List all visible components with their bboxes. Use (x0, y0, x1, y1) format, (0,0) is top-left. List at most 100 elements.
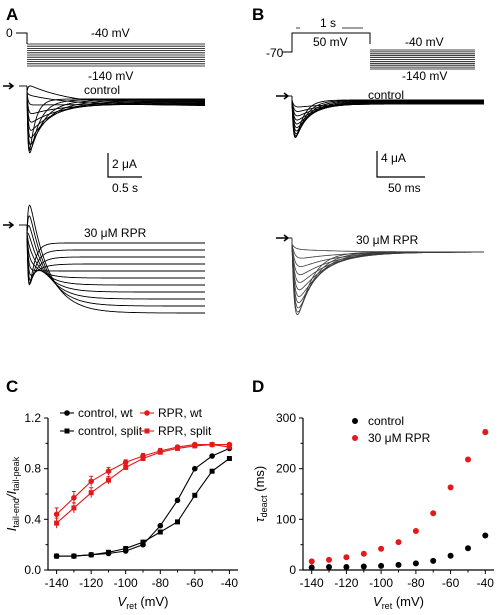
panel-b-drug-traces: 30 μM RPR (276, 233, 484, 316)
y-tick-label: 100 (276, 512, 296, 526)
data-point (378, 545, 385, 552)
legend-label: control (368, 414, 404, 428)
x-tick-label: -40 (221, 576, 239, 590)
trace-group-b-drug (282, 237, 484, 316)
data-point (226, 456, 232, 461)
panel-label-a: A (6, 5, 18, 24)
arrow-a-control-icon (3, 82, 15, 90)
data-point (343, 564, 350, 570)
trace-group-a-drug (19, 204, 205, 314)
data-point (140, 539, 146, 545)
data-point (482, 429, 489, 436)
y-tick-label: 1.2 (24, 411, 41, 425)
scale-bar-a: 2 μA 0.5 s (107, 153, 142, 195)
y-tick-label: 0.8 (24, 462, 41, 476)
traces-a-drug-label: 30 μM RPR (84, 226, 147, 240)
data-point (192, 492, 198, 498)
data-point (175, 519, 180, 525)
protocol-a-top-label: -40 mV (91, 26, 130, 40)
data-point (157, 522, 164, 529)
data-point (106, 549, 111, 555)
data-point (395, 561, 402, 568)
panel-a-drug-traces: 30 μM RPR (3, 204, 205, 314)
data-point (447, 552, 454, 559)
chart-d: -140 -120 -100 -80 -60 -40 0 100 200 300 Vret (mV)… (252, 411, 494, 611)
data-point (192, 443, 198, 449)
traces-b-control-label: control (368, 88, 404, 102)
data-point (157, 529, 163, 535)
data-point (54, 553, 60, 559)
data-point (412, 528, 419, 534)
y-axis-label: Itail-end/Itail-peak (4, 456, 21, 531)
current-trace (26, 225, 205, 281)
current-trace (291, 96, 484, 108)
traces-a-control-label: control (84, 83, 120, 97)
panel-label-b: B (252, 5, 264, 24)
x-tick-label: -80 (152, 576, 170, 590)
protocol-a-steps (16, 32, 205, 67)
x-axis-label: Vret (mV) (118, 594, 169, 611)
data-point (88, 490, 94, 496)
scale-b-time-label: 50 ms (388, 181, 421, 195)
protocol-b-prepulse-line (282, 32, 371, 53)
data-point (378, 562, 385, 569)
protocol-a-bottom-label: -140 mV (88, 69, 133, 83)
y-axis-label: τdeact (ms) (252, 466, 269, 523)
current-trace (26, 225, 205, 285)
current-trace (26, 225, 205, 279)
y-tick-label: 0.4 (24, 512, 41, 526)
data-point (326, 556, 332, 563)
data-point (430, 557, 437, 564)
data-point (71, 553, 77, 559)
data-point (360, 563, 367, 570)
scale-bar-a-lines (107, 153, 142, 178)
panel-b-protocol: -70 1 s 50 mV -40 mV -140 mV (266, 16, 475, 83)
data-point (88, 478, 94, 485)
data-point (123, 464, 129, 470)
panel-a-control-traces: control (3, 82, 205, 154)
panel-label-d: D (252, 377, 264, 396)
data-point (447, 484, 454, 491)
data-point (105, 468, 112, 475)
legend-label: control, split (78, 424, 143, 438)
protocol-b-hold-label: -70 (266, 46, 284, 60)
data-point (209, 453, 215, 459)
current-trace (291, 238, 484, 316)
data-point (308, 564, 315, 571)
traces-b-drug-label: 30 μM RPR (356, 233, 419, 247)
legend-marker (64, 410, 70, 416)
x-tick-label: -60 (186, 576, 204, 590)
current-trace (26, 86, 205, 154)
x-tick-label: -120 (79, 576, 103, 590)
scale-a-current-label: 2 μA (112, 157, 137, 171)
x-tick-label: -140 (300, 576, 324, 590)
data-point (88, 552, 94, 558)
legend-marker (352, 435, 358, 441)
legend-label: 30 μM RPR (368, 431, 431, 445)
current-trace (26, 225, 205, 286)
data-point (157, 449, 163, 455)
current-trace (26, 204, 205, 314)
current-trace (26, 225, 205, 272)
current-trace (26, 225, 205, 286)
x-tick-label: -120 (334, 576, 358, 590)
data-point (122, 459, 129, 466)
data-point (209, 468, 215, 474)
legend-label: RPR, wt (158, 406, 203, 420)
scale-a-time-label: 0.5 s (112, 181, 138, 195)
panel-b-control-traces: control (276, 88, 484, 138)
data-point (326, 564, 332, 570)
data-point (123, 546, 129, 551)
trace-group-b-control (282, 95, 484, 138)
protocol-b-bottom-label: -140 mV (402, 69, 447, 83)
y-tick-label: 0.0 (24, 563, 41, 577)
arrow-a-drug-icon (3, 221, 15, 229)
protocol-b-steps (282, 27, 475, 70)
data-point (430, 510, 437, 517)
data-point (53, 511, 60, 518)
protocol-b-step-label: 50 mV (313, 35, 348, 49)
x-axis-label: Vret (mV) (373, 594, 424, 611)
scale-bar-b: 4 μA 50 ms (376, 151, 425, 195)
x-tick-label: -40 (477, 576, 495, 590)
